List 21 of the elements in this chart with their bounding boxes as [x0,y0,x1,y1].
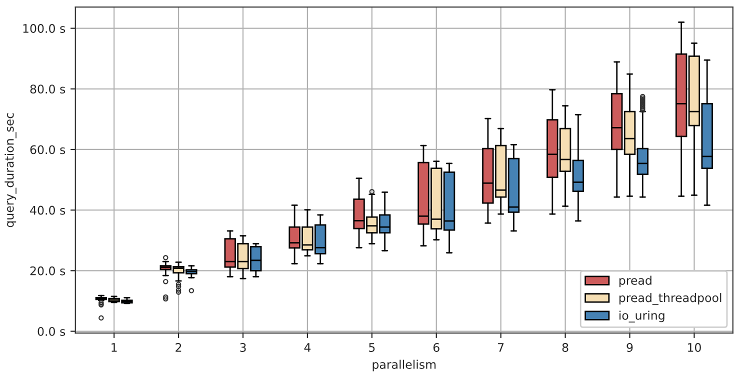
x-tick-label: 3 [240,343,246,352]
legend-label: io_uring [619,310,664,322]
x-tick-label: 10 [688,343,701,352]
x-axis-title: parallelism [372,360,436,372]
y-tick-label: 100.0 s [23,24,66,33]
x-tick-label: 9 [626,343,633,352]
y-axis-title: query_duration_sec [4,113,16,228]
y-tick-label: 40.0 s [30,206,66,215]
x-tick-label: 1 [112,343,117,352]
x-tick-label: 7 [498,343,504,352]
legend-label: pread [619,276,652,288]
y-tick-label: 80.0 s [30,84,66,94]
x-tick-label: 8 [562,343,568,352]
x-tick-label: 4 [304,343,311,352]
y-tick-label: 0.0 s [38,326,66,336]
y-tick-label: 20.0 s [30,266,66,276]
y-tick-label: 60.0 s [30,145,66,154]
legend-label: pread_threadpool [619,293,722,305]
x-tick-label: 6 [433,343,440,352]
x-tick-label: 5 [369,343,375,352]
x-tick-label: 2 [176,343,182,352]
